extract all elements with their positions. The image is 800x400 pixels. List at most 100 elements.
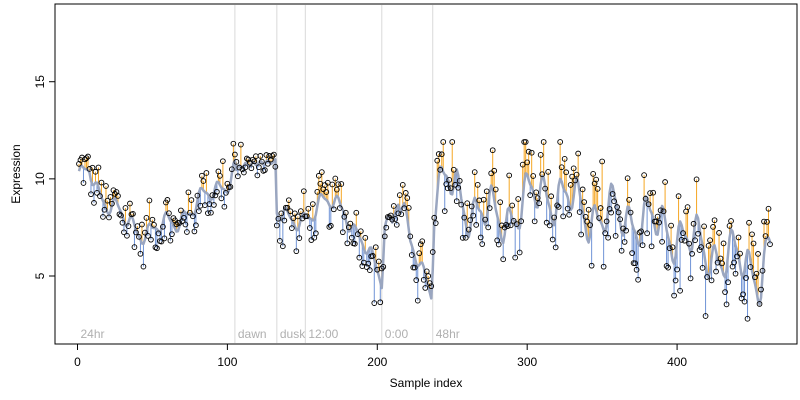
- data-point: [689, 250, 695, 257]
- data-point: [506, 172, 513, 179]
- data-point: [158, 238, 165, 245]
- data-point: [288, 225, 295, 232]
- data-point: [296, 235, 303, 241]
- data-point: [542, 185, 549, 192]
- data-point: [726, 223, 733, 229]
- data-point: [585, 206, 592, 213]
- plot-frame: [54, 3, 798, 345]
- data-point: [564, 205, 571, 212]
- data-point: [747, 264, 754, 270]
- data-point: [752, 274, 758, 281]
- data-point: [149, 216, 156, 223]
- data-point: [85, 153, 91, 160]
- data-point: [680, 230, 686, 236]
- data-point: [184, 229, 190, 235]
- data-point: [632, 260, 638, 267]
- data-point: [615, 209, 622, 216]
- data-point: [567, 182, 574, 188]
- data-point: [446, 177, 453, 183]
- y-axis-title: Expression: [9, 144, 23, 203]
- data-point: [173, 221, 180, 228]
- data-point: [196, 208, 202, 215]
- data-point: [587, 222, 593, 228]
- data-point: [395, 210, 402, 217]
- data-point: [265, 160, 271, 167]
- data-point: [88, 191, 94, 198]
- data-point: [330, 206, 337, 213]
- data-point: [473, 222, 480, 228]
- data-point: [515, 196, 522, 202]
- data-point: [654, 213, 661, 220]
- data-point: [563, 169, 570, 176]
- x-axis: 0 100 200 300 400: [74, 343, 687, 369]
- data-point: [274, 222, 280, 229]
- data-point: [103, 183, 109, 189]
- data-point: [339, 229, 346, 236]
- data-point: [579, 186, 586, 193]
- data-point: [723, 301, 730, 308]
- data-point: [303, 213, 310, 220]
- data-point: [719, 260, 725, 267]
- data-point: [569, 173, 576, 180]
- annotation-label: dawn: [238, 327, 267, 341]
- data-point: [710, 224, 716, 230]
- annotation-label: 24hr: [80, 327, 104, 341]
- data-point: [501, 224, 508, 231]
- data-point: [248, 165, 255, 172]
- data-point: [224, 180, 231, 187]
- data-point: [221, 203, 228, 210]
- data-point: [435, 151, 442, 157]
- data-point: [297, 208, 304, 214]
- data-point: [193, 222, 199, 229]
- data-point: [551, 214, 558, 221]
- data-point: [624, 175, 631, 182]
- data-point: [557, 139, 564, 145]
- data-point: [545, 168, 552, 175]
- data-point: [194, 192, 201, 199]
- data-point: [342, 209, 349, 216]
- data-point: [512, 254, 519, 261]
- data-point: [121, 229, 127, 236]
- data-point: [669, 244, 676, 251]
- data-point: [464, 200, 471, 207]
- data-point: [89, 164, 96, 171]
- data-point: [100, 214, 106, 220]
- data-point: [539, 171, 546, 178]
- data-point: [728, 218, 734, 224]
- data-point: [635, 276, 641, 283]
- data-point: [314, 188, 321, 195]
- data-point: [95, 164, 102, 171]
- data-point: [151, 221, 157, 228]
- data-point: [188, 197, 195, 203]
- data-point: [444, 185, 451, 192]
- data-point: [131, 244, 138, 250]
- data-point: [617, 216, 623, 223]
- data-point: [169, 231, 175, 238]
- data-point: [759, 267, 766, 274]
- annotation-label: 12:00: [308, 327, 338, 341]
- data-point: [638, 228, 644, 235]
- data-point: [672, 277, 679, 284]
- data-point: [452, 181, 459, 188]
- data-point: [127, 200, 133, 207]
- data-point: [734, 253, 740, 260]
- data-point: [203, 170, 210, 176]
- data-point: [602, 230, 608, 236]
- data-point: [315, 172, 322, 179]
- data-point: [573, 171, 580, 178]
- data-point: [230, 140, 237, 147]
- data-point: [608, 209, 614, 216]
- data-point: [217, 173, 223, 179]
- data-point: [399, 181, 406, 188]
- data-point: [259, 158, 265, 165]
- data-point: [326, 224, 333, 230]
- data-point: [351, 240, 358, 247]
- data-point: [461, 214, 468, 221]
- data-point: [449, 139, 456, 145]
- data-point: [707, 237, 713, 244]
- x-tick-label: 300: [517, 355, 537, 369]
- data-point: [656, 219, 662, 226]
- data-point: [708, 277, 715, 284]
- data-point: [699, 265, 706, 271]
- data-point: [677, 287, 683, 294]
